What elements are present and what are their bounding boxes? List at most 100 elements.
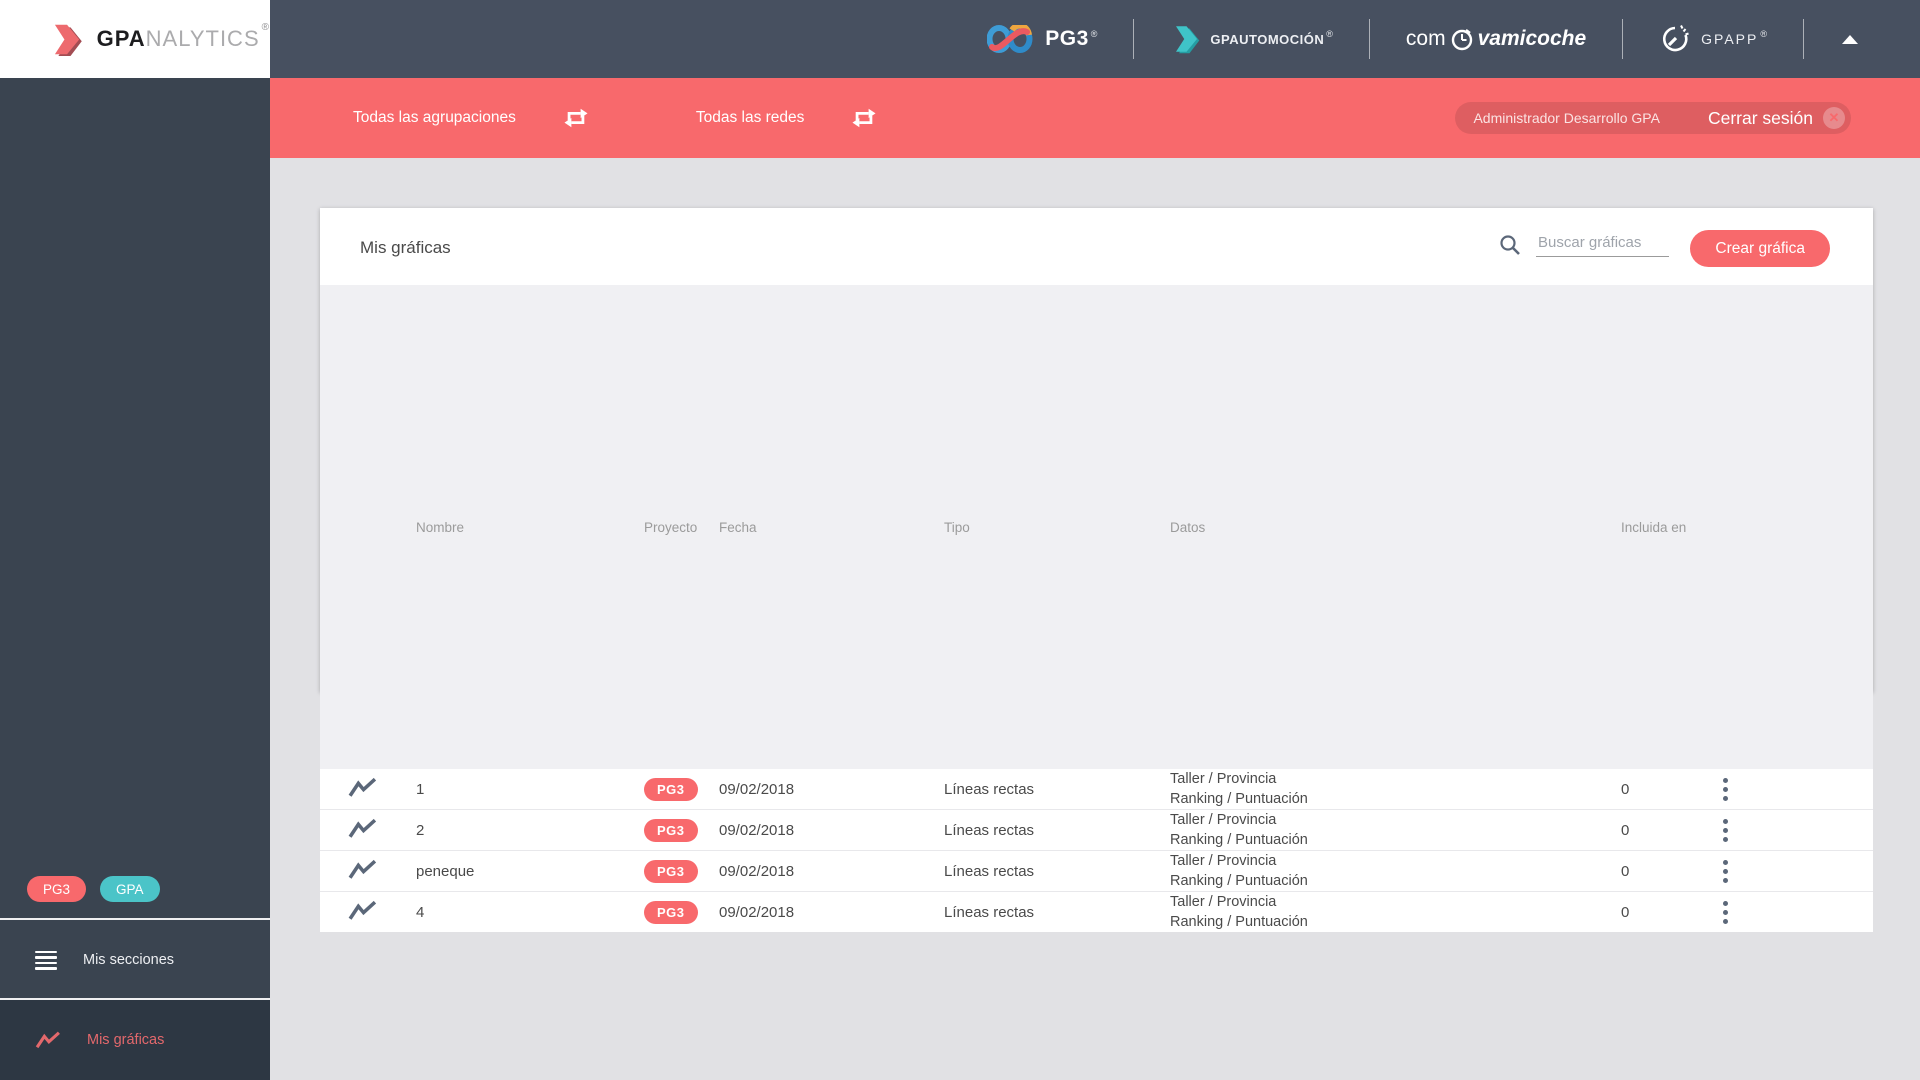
search-input[interactable]	[1536, 232, 1669, 257]
project-badge: PG3	[644, 777, 698, 801]
row-data-line1: Taller / Provincia	[1170, 771, 1277, 787]
user-session-pill: Administrador Desarrollo GPA Cerrar sesi…	[1455, 102, 1851, 134]
sidebar-item-mis-secciones[interactable]: Mis secciones	[0, 920, 270, 1000]
brand-gpapp[interactable]: GPAPP ®	[1659, 23, 1767, 55]
row-data-line1: Taller / Provincia	[1170, 894, 1277, 910]
divider	[1133, 19, 1135, 59]
swap-icon[interactable]	[849, 105, 879, 131]
gpautomocion-label: GPAUTOMOCIÓN	[1210, 31, 1325, 47]
brand-switcher: PG3 ® GPAUTOMOCIÓN ® com vamicoche	[987, 0, 1920, 78]
row-data-line2: Ranking / Puntuación	[1170, 914, 1308, 930]
divider	[1622, 19, 1624, 59]
gpapp-wrench-icon	[1663, 25, 1689, 52]
chart-line-icon	[35, 1031, 60, 1049]
search-icon[interactable]	[1498, 233, 1522, 257]
row-included-count: 0	[1621, 780, 1630, 798]
filter-redes-label: Todas las redes	[695, 109, 805, 126]
project-badge: PG3	[644, 818, 698, 842]
table-row: peneque PG3 09/02/2018 Líneas rectas Tal…	[320, 851, 1873, 892]
row-data-line2: Ranking / Puntuación	[1170, 832, 1308, 848]
col-nombre: Nombre	[416, 519, 465, 535]
gpautomocion-arrow-icon	[1176, 26, 1200, 54]
pg3-reg: ®	[1090, 29, 1098, 39]
filter-redes[interactable]: Todas las redes	[696, 105, 880, 131]
user-name[interactable]: Administrador Desarrollo GPA	[1473, 110, 1660, 126]
table-row: 4 PG3 09/02/2018 Líneas rectas Taller / …	[320, 892, 1873, 932]
chart-line-icon	[348, 900, 377, 920]
row-included-count: 0	[1621, 903, 1630, 921]
row-type: Líneas rectas	[944, 862, 1035, 880]
app-logo: GPA NALYTICS ®	[0, 0, 270, 78]
create-chart-button[interactable]: Crear gráfica	[1690, 230, 1830, 267]
row-data-line1: Taller / Provincia	[1170, 853, 1277, 869]
row-menu-button[interactable]	[1717, 895, 1734, 930]
row-type: Líneas rectas	[944, 903, 1035, 921]
project-badge: PG3	[644, 859, 698, 883]
logo-reg: ®	[261, 22, 270, 33]
swap-icon[interactable]	[561, 105, 591, 131]
logout-button[interactable]: Cerrar sesión	[1707, 107, 1813, 128]
project-badge: PG3	[644, 900, 698, 924]
pg3-infinity-icon	[987, 25, 1033, 53]
brand-gpautomocion[interactable]: GPAUTOMOCIÓN ®	[1170, 24, 1333, 54]
sidebar-badges: PG3 GPA	[0, 860, 270, 918]
col-incluida-en: Incluida en	[1621, 519, 1687, 535]
chart-line-icon	[348, 818, 377, 838]
row-menu-button[interactable]	[1717, 772, 1734, 807]
brand-pg3[interactable]: PG3 ®	[987, 25, 1097, 53]
row-included-count: 0	[1621, 821, 1630, 839]
comprova-post: vamicoche	[1477, 27, 1587, 50]
caret-up-icon	[1842, 34, 1858, 44]
table-header: Nombre Proyecto Fecha Tipo Datos Incluid…	[320, 285, 1873, 769]
search	[1498, 232, 1669, 257]
page-title: Mis gráficas	[360, 238, 451, 257]
menu-icon	[35, 950, 57, 970]
row-date: 09/02/2018	[719, 780, 795, 798]
row-menu-button[interactable]	[1717, 813, 1734, 848]
brand-comprovamicoche[interactable]: com vamicoche	[1406, 26, 1586, 52]
filter-bar: Todas las agrupaciones Todas las redes A…	[270, 78, 1920, 158]
gpautomocion-reg: ®	[1326, 29, 1333, 39]
table-row: 2 PG3 09/02/2018 Líneas rectas Taller / …	[320, 810, 1873, 851]
row-included-count: 0	[1621, 862, 1630, 880]
table-body: 1 PG3 09/02/2018 Líneas rectas Taller / …	[320, 769, 1873, 932]
gpa-arrow-icon	[54, 24, 82, 56]
row-type: Líneas rectas	[944, 780, 1035, 798]
card-header: Mis gráficas Crear gráfica	[320, 208, 1873, 285]
row-data-line1: Taller / Provincia	[1170, 812, 1277, 828]
collapse-caret-button[interactable]	[1842, 34, 1858, 44]
filter-agrupaciones-label: Todas las agrupaciones	[353, 109, 516, 126]
sidebar-item-label: Mis gráficas	[87, 1032, 165, 1048]
row-name: 2	[416, 821, 425, 839]
sidebar-item-label: Mis secciones	[83, 952, 175, 968]
clock-icon	[1451, 29, 1472, 51]
logout-x-icon[interactable]: ✕	[1823, 107, 1845, 129]
pg3-label: PG3	[1045, 27, 1089, 50]
gpapp-label: GPAPP	[1701, 31, 1759, 47]
filter-agrupaciones[interactable]: Todas las agrupaciones	[353, 105, 591, 131]
sidebar-item-mis-graficas[interactable]: Mis gráficas	[0, 1000, 270, 1080]
col-proyecto: Proyecto	[644, 519, 698, 535]
badge-gpa[interactable]: GPA	[100, 876, 160, 902]
row-data-line2: Ranking / Puntuación	[1170, 873, 1308, 889]
logo-part2: NALYTICS	[145, 26, 260, 51]
badge-pg3[interactable]: PG3	[27, 876, 87, 902]
row-date: 09/02/2018	[719, 821, 795, 839]
chart-line-icon	[348, 859, 377, 879]
row-type: Líneas rectas	[944, 821, 1035, 839]
row-menu-button[interactable]	[1717, 854, 1734, 889]
chart-line-icon	[348, 777, 377, 797]
sidebar: PG3 GPA Mis secciones Mis gráficas	[0, 78, 270, 1080]
comprova-pre: com	[1405, 27, 1446, 50]
col-datos: Datos	[1170, 519, 1206, 535]
table-row: 1 PG3 09/02/2018 Líneas rectas Taller / …	[320, 769, 1873, 810]
row-name: peneque	[416, 862, 475, 880]
row-date: 09/02/2018	[719, 862, 795, 880]
divider	[0, 998, 270, 1000]
logo-part1: GPA	[96, 26, 146, 51]
charts-card: Mis gráficas Crear gráfica Nombre Proyec…	[320, 208, 1873, 932]
gpapp-reg: ®	[1760, 29, 1767, 39]
divider	[1803, 19, 1804, 59]
col-fecha: Fecha	[719, 519, 757, 535]
top-bar: GPA NALYTICS ® PG3 ® GPAUTOMOCIÓN ® com	[0, 0, 1920, 78]
